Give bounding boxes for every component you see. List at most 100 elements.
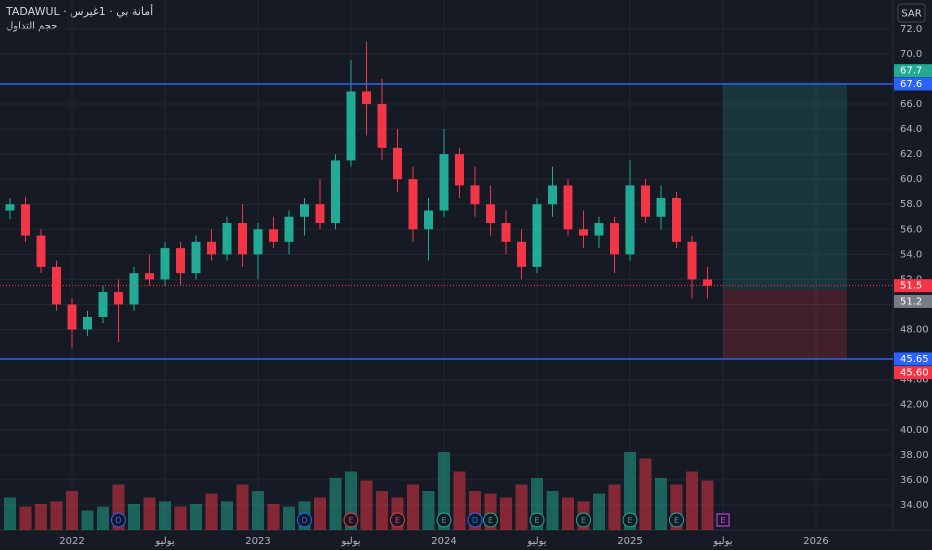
price-tag <box>894 77 932 91</box>
target-zone <box>723 82 847 290</box>
candle-body <box>501 223 511 242</box>
chart-subtitle: حجم التداول <box>6 21 57 32</box>
event-marker <box>669 512 684 528</box>
candle-body <box>207 241 216 255</box>
volume-bar <box>562 497 574 530</box>
volume-bar <box>407 484 419 530</box>
candle-body <box>625 185 635 255</box>
volume-bar <box>174 506 187 530</box>
volume-bar <box>159 501 171 530</box>
volume-bar <box>360 480 373 530</box>
volume-bar <box>438 452 450 530</box>
candle-body <box>687 241 697 280</box>
event-label: D <box>115 516 121 525</box>
candle-body <box>315 204 325 224</box>
volume-bar <box>515 484 528 530</box>
candle-body <box>346 91 356 161</box>
currency-button[interactable] <box>897 3 926 23</box>
candle-body <box>470 185 480 205</box>
volume-bar <box>50 501 63 530</box>
event-label: E <box>581 516 586 525</box>
volume-bar <box>314 497 326 530</box>
x-tick-label: 2023 <box>245 536 270 547</box>
volume-bar <box>66 491 78 530</box>
x-tick-label: يوليو <box>712 536 732 547</box>
event-marker <box>343 512 359 528</box>
x-tick-label: 2024 <box>431 536 456 547</box>
position-tag <box>894 294 932 308</box>
candle-body <box>610 223 619 255</box>
x-tick-label: يوليو <box>340 536 360 547</box>
y-tick-label: 70.0 <box>900 49 922 60</box>
candle-body <box>67 304 77 330</box>
candle-body <box>269 229 278 242</box>
volume-bar <box>655 478 667 530</box>
candle-body <box>393 147 402 180</box>
volume-bar <box>376 491 388 530</box>
candle-body <box>486 204 495 224</box>
volume-bar <box>267 504 280 530</box>
volume-bar <box>190 504 202 530</box>
candle-body <box>703 279 712 286</box>
volume-bar <box>81 510 94 530</box>
volume-bar <box>221 501 233 530</box>
event-marker <box>436 512 452 528</box>
candle-body <box>284 216 294 242</box>
event-marker <box>297 512 312 528</box>
event-label: E <box>441 516 446 525</box>
volume-bar <box>422 491 435 530</box>
candle-body <box>36 235 46 267</box>
price-tag-label: 45.65 <box>900 354 929 365</box>
position-tag-label: 51.2 <box>900 296 922 307</box>
y-tick-label: 48.00 <box>900 325 929 336</box>
volume-bar <box>593 493 605 530</box>
event-label: D <box>472 516 478 525</box>
y-tick-label: 40.00 <box>900 425 929 436</box>
chart-title: TADAWUL · أمانة بي · 1غيرس <box>5 4 153 18</box>
event-label: E <box>627 516 632 525</box>
event-label: E <box>488 516 493 525</box>
candle-body <box>5 204 15 211</box>
event-marker <box>716 513 730 527</box>
currency-label[interactable]: SAR <box>901 9 921 20</box>
candle-body <box>548 185 557 205</box>
price-tag <box>894 352 932 366</box>
volume-bar <box>19 506 32 530</box>
event-marker <box>111 512 126 528</box>
position-tag-label: 45.60 <box>900 368 929 379</box>
event-marker <box>483 512 498 528</box>
event-label: E <box>720 516 725 525</box>
candle-body <box>331 160 340 224</box>
volume-bar <box>701 480 714 530</box>
y-tick-label: 60.0 <box>900 174 922 185</box>
candle-body <box>191 241 201 274</box>
event-marker <box>467 512 483 528</box>
candle-body <box>129 273 139 305</box>
candle-body <box>672 197 681 242</box>
y-tick-label: 66.0 <box>900 99 922 110</box>
position-tag-label: 67.7 <box>900 66 922 77</box>
candle-body <box>517 241 526 267</box>
candle-body <box>455 154 464 186</box>
x-tick-label: يوليو <box>526 536 546 547</box>
volume-bar <box>97 506 109 530</box>
candle-body <box>238 223 247 255</box>
candle-body <box>377 103 387 148</box>
event-label: D <box>301 516 307 525</box>
candle-body <box>424 210 433 230</box>
candle-body <box>145 273 154 280</box>
volume-bar <box>686 471 698 530</box>
volume-bar <box>143 497 156 530</box>
volume-bar <box>205 493 218 530</box>
candle-body <box>532 204 542 267</box>
event-marker <box>576 512 591 528</box>
event-marker <box>622 512 638 528</box>
event-label: E <box>674 516 679 525</box>
position-tag <box>894 64 932 78</box>
volume-bar <box>252 491 264 530</box>
y-tick-label: 44.00 <box>900 375 929 386</box>
candle-body <box>362 91 371 104</box>
